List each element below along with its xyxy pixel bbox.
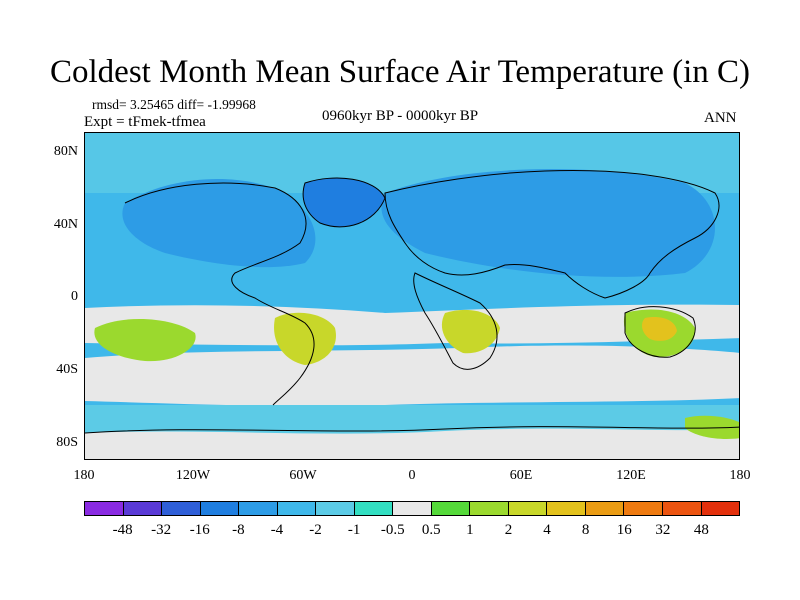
warm-patch-south-america [274,312,336,365]
lon-label-60e: 60E [509,468,533,483]
map-title: Coldest Month Mean Surface Air Temperatu… [50,54,750,90]
colorbar-label: -0.5 [380,522,405,538]
colorbar-label: -4 [270,522,284,538]
experiment-label: Expt = tFmek-tfmea [84,114,206,130]
lat-label-40s: 40S [56,362,78,377]
colorbar-label: 48 [693,522,709,538]
colorbar-label: 32 [655,522,671,538]
colorbar-box-3 [200,502,240,515]
antarctica-field [85,428,739,459]
eurasia-field [381,169,715,277]
colorbar-label: 2 [504,522,513,538]
season-label: ANN [704,110,737,126]
colorbar-label: 4 [543,522,551,538]
lon-label-0: 0 [408,468,416,483]
colorbar-box-4 [239,502,278,515]
lat-label-40n: 40N [53,217,78,232]
warm-patch-africa [441,309,500,354]
colorbar-box-2 [162,502,201,515]
colorbar-label: -1 [347,522,361,538]
lat-label-80s: 80S [56,435,78,450]
colorbar-label: -2 [309,522,322,538]
greenland-field [303,178,385,227]
period-label: 0960kyr BP - 0000kyr BP [322,108,479,124]
colorbar-label: 0.5 [421,522,441,538]
colorbar-box-9 [431,502,471,515]
colorbar-box-15 [662,502,702,515]
colorbar-label: -16 [189,522,210,538]
lon-label-60w: 60W [289,468,317,483]
americas-coast [124,182,315,406]
colorbar-label: 8 [581,522,590,538]
colorbar-box-6 [316,502,355,515]
lat-label-80n: 80N [53,144,78,159]
rmsd-stat: rmsd= 3.25465 diff= -1.99968 [92,97,256,112]
colorbar-box-5 [277,502,317,515]
antarctica-coast [85,426,739,434]
colorbar-box-14 [624,502,663,515]
colorbar-box-12 [547,502,586,515]
north-america-field [122,179,316,268]
colorbar-box-16 [701,502,740,515]
colorbar-box-7 [354,502,394,515]
temperature-map [84,132,740,460]
lat-label-equator: 0 [71,289,78,304]
africa-coast [413,272,498,370]
lon-label-120w: 120W [175,468,211,483]
colorbar-label: 16 [616,522,632,538]
southern-band [85,345,739,406]
colorbar-label: -8 [232,522,245,538]
lon-label-180e: 180 [729,468,751,483]
lon-label-180w: 180 [73,468,95,483]
australia-coast [624,306,696,358]
lon-label-120e: 120E [616,468,646,483]
colorbar-box-0 [85,502,124,515]
hot-patch-australia [642,317,677,341]
tropics-band [85,304,739,346]
colorbar-box-11 [508,502,548,515]
colorbar-box-1 [123,502,163,515]
eurasia-coast [384,169,720,299]
greenland-coast [302,177,386,228]
coastlines [85,169,739,434]
colorbar-label: -32 [151,522,172,538]
colorbar-label: 1 [466,522,474,538]
colorbar-box-13 [585,502,625,515]
colorbar-box-8 [393,502,432,515]
colorbar [84,501,740,516]
colorbar-label: -48 [112,522,133,538]
colorbar-box-10 [470,502,509,515]
warm-patch-pacific [94,318,196,362]
map-canvas [85,133,739,459]
